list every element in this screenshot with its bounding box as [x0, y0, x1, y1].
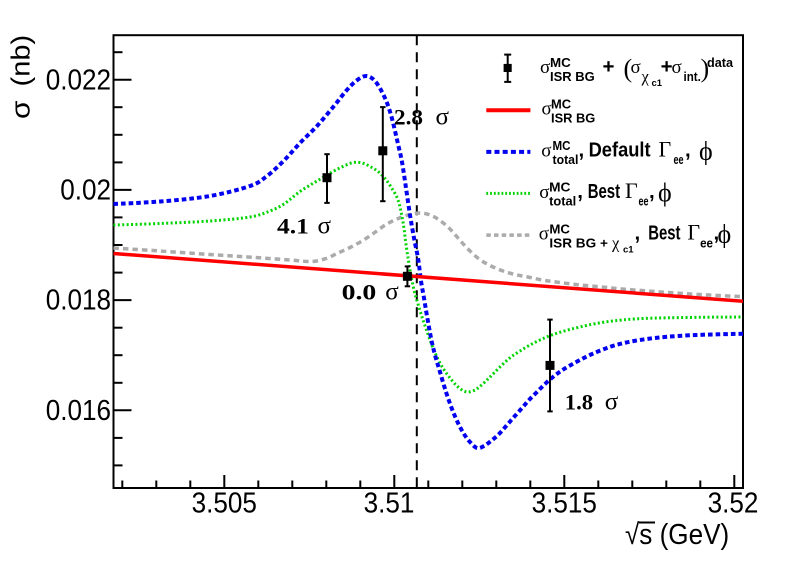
svg-text:total: total [549, 194, 576, 209]
svg-text:σ: σ [541, 140, 551, 161]
svg-text:+: + [661, 55, 673, 78]
svg-text:MC: MC [550, 55, 571, 70]
svg-text:ϕ: ϕ [658, 178, 672, 207]
svg-text:,: , [714, 222, 720, 245]
svg-text:,: , [579, 138, 585, 161]
svg-text:(: ( [624, 54, 633, 83]
svg-text:3.505: 3.505 [192, 486, 257, 519]
svg-text:MC: MC [549, 221, 570, 236]
svg-text:MC: MC [553, 138, 571, 153]
svg-text:MC: MC [551, 96, 572, 111]
svg-text:ISR BG: ISR BG [550, 69, 595, 84]
svg-text:σ: σ [605, 389, 619, 416]
svg-text:0.022: 0.022 [46, 63, 111, 96]
svg-text:,: , [577, 180, 583, 203]
svg-text:,: , [685, 138, 691, 161]
svg-text:ϕ: ϕ [699, 136, 713, 165]
svg-text:1.8: 1.8 [565, 390, 593, 415]
svg-text:Γ: Γ [625, 178, 638, 203]
svg-text:ee: ee [674, 152, 684, 167]
svg-text:): ) [701, 54, 710, 83]
svg-text:4.1: 4.1 [277, 214, 309, 239]
svg-text:2.8: 2.8 [394, 105, 423, 130]
svg-text:σ (nb): σ (nb) [6, 35, 36, 119]
svg-text:ϕ: ϕ [718, 220, 732, 249]
svg-text:σ: σ [631, 57, 641, 78]
svg-text:Best: Best [588, 180, 621, 203]
svg-text:,: , [649, 180, 655, 203]
svg-text:+: + [603, 55, 615, 78]
svg-text:,: , [635, 222, 641, 245]
svg-text:3.52: 3.52 [708, 486, 759, 519]
svg-text:σ: σ [539, 182, 549, 203]
svg-text:Γ: Γ [659, 136, 672, 161]
svg-text:ISR BG +: ISR BG + [549, 235, 608, 250]
svg-text:χ: χ [611, 234, 620, 253]
svg-text:MC: MC [549, 180, 571, 195]
svg-text:3.51: 3.51 [364, 486, 415, 519]
svg-text:Γ: Γ [687, 220, 700, 245]
svg-text:ee: ee [639, 194, 649, 209]
svg-text:c1: c1 [652, 78, 663, 89]
svg-text:0.018: 0.018 [46, 283, 111, 316]
svg-text:χ: χ [641, 67, 650, 86]
svg-text:σ: σ [542, 99, 552, 120]
svg-text:σ: σ [672, 57, 682, 78]
svg-text:σ: σ [436, 104, 450, 131]
svg-text:0.0: 0.0 [342, 279, 377, 304]
svg-text:σ: σ [385, 278, 399, 305]
svg-text:ee: ee [700, 235, 713, 250]
svg-text:data: data [707, 55, 734, 70]
svg-text:0.016: 0.016 [46, 394, 111, 427]
svg-text:σ: σ [539, 224, 549, 245]
svg-text:σ: σ [540, 57, 550, 78]
svg-text:int.: int. [684, 69, 701, 84]
svg-text:σ: σ [318, 213, 332, 240]
svg-text:ISR BG: ISR BG [551, 110, 595, 125]
svg-text:0.02: 0.02 [60, 173, 111, 206]
svg-text:total: total [553, 152, 579, 167]
svg-text:c1: c1 [623, 245, 634, 256]
svg-text:Best: Best [648, 222, 680, 245]
svg-text:Default: Default [589, 138, 651, 161]
svg-text:3.515: 3.515 [532, 486, 597, 519]
